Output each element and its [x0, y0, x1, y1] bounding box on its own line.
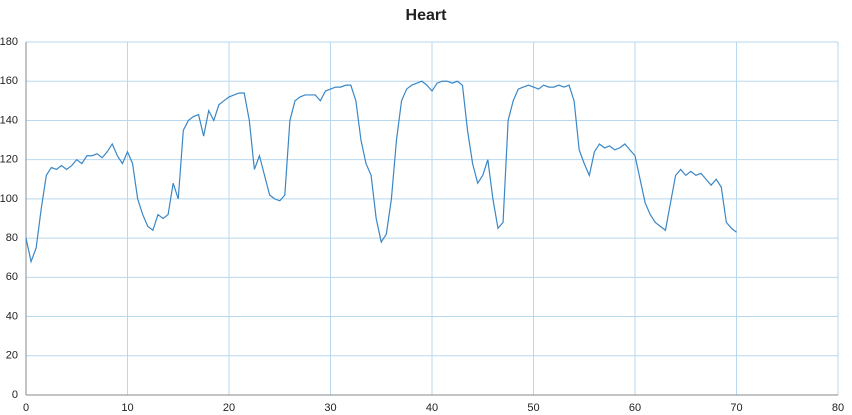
x-tick-label: 60	[629, 402, 641, 414]
x-tick-label: 30	[324, 402, 336, 414]
chart-title: Heart	[406, 7, 448, 24]
y-tick-label: 60	[6, 271, 18, 283]
y-tick-label: 40	[6, 310, 18, 322]
y-tick-label: 100	[0, 193, 18, 205]
x-tick-label: 0	[23, 402, 29, 414]
data-line	[25, 80, 737, 264]
y-tick-label: 20	[6, 350, 18, 362]
y-tick-label: 140	[0, 114, 18, 126]
x-tick-label: 20	[223, 402, 235, 414]
x-tick-label: 40	[426, 402, 438, 414]
y-tick-label: 120	[0, 154, 18, 166]
y-tick-label: 80	[6, 232, 18, 244]
y-tick-label: 180	[0, 36, 18, 48]
y-tick-label: 0	[12, 389, 18, 401]
x-tick-label: 80	[832, 402, 844, 414]
x-tick-label: 70	[730, 402, 742, 414]
x-tick-label: 50	[527, 402, 539, 414]
y-tick-label: 160	[0, 75, 18, 87]
x-tick-label: 10	[121, 402, 133, 414]
